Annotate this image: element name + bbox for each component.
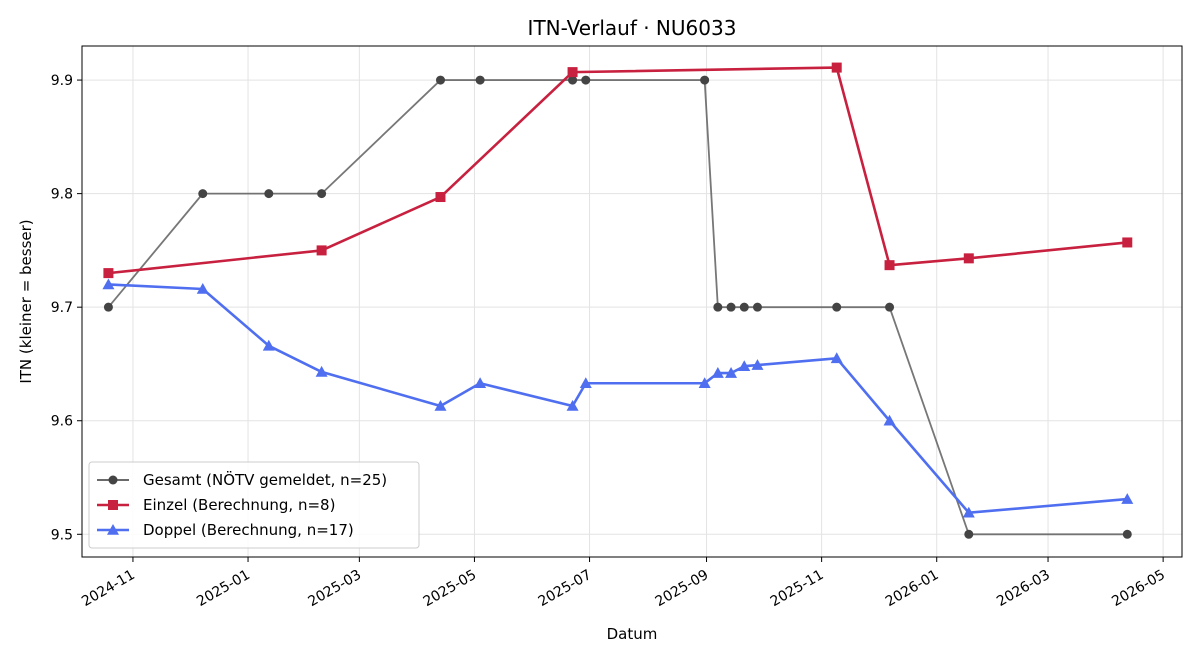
- data-point: [474, 377, 487, 389]
- data-point: [317, 189, 327, 199]
- series-triangle: [102, 278, 1134, 518]
- y-tick-label: 9.7: [51, 300, 73, 316]
- data-point: [752, 302, 762, 312]
- data-point: [726, 302, 736, 312]
- data-point: [196, 283, 209, 294]
- data-point: [832, 302, 842, 312]
- x-axis-label: Datum: [607, 625, 658, 643]
- legend-label: Einzel (Berechnung, n=8): [143, 496, 335, 514]
- data-point: [264, 189, 274, 199]
- chart-title: ITN-Verlauf · NU6033: [528, 16, 737, 40]
- data-point: [315, 365, 328, 377]
- data-point: [698, 377, 711, 389]
- y-tick-label: 9.5: [51, 527, 73, 543]
- data-point: [962, 506, 975, 518]
- data-point: [102, 278, 115, 290]
- y-axis-label: ITN (kleiner = besser): [17, 219, 35, 383]
- y-tick-label: 9.9: [51, 73, 73, 89]
- data-point: [568, 75, 578, 85]
- data-point: [964, 529, 974, 539]
- data-point: [700, 75, 710, 85]
- legend-item: Gesamt (NÖTV gemeldet, n=25): [97, 470, 387, 489]
- data-point: [885, 302, 895, 312]
- data-point: [581, 75, 591, 85]
- y-tick-label: 9.6: [51, 414, 73, 430]
- data-point: [739, 302, 749, 312]
- data-point: [725, 367, 738, 378]
- data-point: [198, 189, 208, 199]
- data-point: [434, 399, 447, 411]
- data-point: [1122, 237, 1133, 248]
- legend: Gesamt (NÖTV gemeldet, n=25) Einzel (Bere…: [88, 461, 420, 549]
- data-point: [316, 245, 327, 256]
- data-point: [830, 352, 843, 364]
- data-point: [963, 253, 974, 264]
- data-point: [475, 75, 485, 85]
- data-point: [738, 360, 751, 372]
- legend-marker: [108, 500, 118, 510]
- data-point: [567, 67, 578, 78]
- data-point: [711, 367, 724, 378]
- data-point: [262, 339, 275, 351]
- legend-marker: [108, 475, 118, 485]
- series-circle: [103, 75, 1132, 539]
- series-line: [108, 66, 1128, 275]
- data-point: [883, 414, 896, 426]
- data-point: [713, 302, 723, 312]
- series-layer: [102, 62, 1134, 539]
- data-point: [435, 192, 446, 203]
- data-point: [566, 399, 579, 411]
- y-tick-label: 9.8: [51, 187, 73, 203]
- plot-frame: [81, 45, 1183, 558]
- data-point: [831, 62, 842, 73]
- data-point: [103, 302, 113, 312]
- data-point: [751, 359, 764, 370]
- data-point: [579, 377, 592, 389]
- data-point: [1122, 529, 1132, 539]
- data-point: [884, 260, 895, 271]
- data-point: [435, 75, 445, 85]
- legend-item: Einzel (Berechnung, n=8): [97, 496, 335, 514]
- data-point: [1121, 493, 1134, 504]
- legend-label: Doppel (Berechnung, n=17): [143, 521, 354, 539]
- legend-marker: [107, 524, 119, 535]
- legend-label: Gesamt (NÖTV gemeldet, n=25): [143, 470, 387, 489]
- series-square: [103, 62, 1133, 279]
- data-point: [103, 268, 114, 279]
- legend-box: [88, 461, 420, 549]
- legend-item: Doppel (Berechnung, n=17): [97, 521, 354, 539]
